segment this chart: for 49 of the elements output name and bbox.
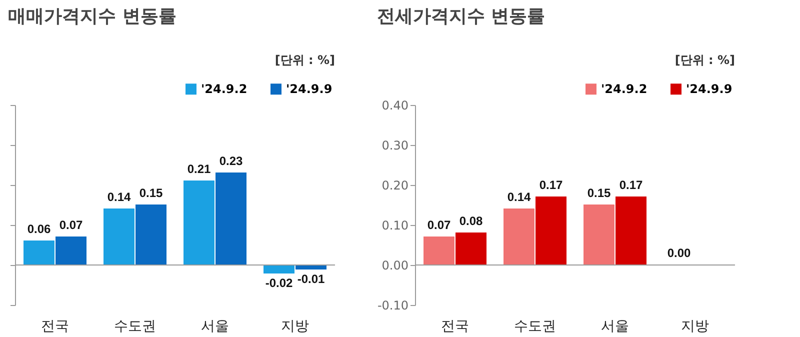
x-tick-label: 전국: [441, 318, 469, 334]
data-label: 0.15: [587, 186, 611, 200]
x-tick-label: 지방: [281, 318, 309, 334]
y-tick-label: 0.10: [382, 218, 408, 232]
text: [단위 : %]: [274, 53, 335, 67]
chart-title: 매매가격지수 변동률: [8, 6, 176, 27]
bar: [424, 236, 454, 266]
data-label: 0.08: [459, 214, 483, 228]
y-tick-label: -0.10: [377, 298, 408, 312]
chart-title: 전세가격지수 변동률: [376, 6, 546, 27]
data-label: -0.02: [265, 276, 293, 290]
y-tick-label: 0.40: [382, 98, 408, 112]
text: [단위 : %]: [674, 53, 735, 67]
bar: [184, 180, 214, 266]
legend-label: '24.9.9: [286, 82, 332, 96]
legend-label: '24.9.9: [686, 82, 732, 96]
x-tick-label: 전국: [41, 318, 69, 334]
bar: [216, 172, 246, 266]
y-tick-label: 0.20: [382, 178, 408, 192]
x-tick-label: 수도권: [114, 318, 156, 334]
data-label: -0.01: [297, 272, 325, 286]
legend-label: '24.9.2: [201, 82, 248, 96]
data-label: 0.17: [619, 178, 643, 192]
bar: [616, 196, 646, 266]
data-label: 0.06: [27, 222, 51, 236]
bar: [56, 236, 86, 266]
bar: [536, 196, 566, 266]
data-label: 0.17: [539, 178, 563, 192]
x-tick-label: 서울: [601, 318, 629, 334]
x-tick-label: 수도권: [514, 318, 556, 334]
bar: [104, 208, 134, 266]
bar: [584, 204, 614, 266]
x-tick-label: 지방: [681, 318, 709, 334]
y-tick-label: 0.00: [382, 258, 408, 272]
data-label: 0.15: [139, 186, 163, 200]
data-label: 0.07: [59, 218, 83, 232]
bar: [456, 232, 486, 266]
data-label: 0.14: [107, 190, 131, 204]
y-tick-label: 0.30: [382, 138, 408, 152]
data-label: 0.07: [427, 218, 451, 232]
data-label: 0.23: [219, 154, 243, 168]
data-label: 0.00: [667, 246, 691, 260]
data-label: 0.14: [507, 190, 531, 204]
bar: [504, 208, 534, 266]
bar: [24, 240, 54, 266]
legend-label: '24.9.2: [601, 82, 648, 96]
data-label: 0.21: [187, 162, 211, 176]
bar: [136, 204, 166, 266]
x-tick-label: 서울: [201, 318, 229, 334]
